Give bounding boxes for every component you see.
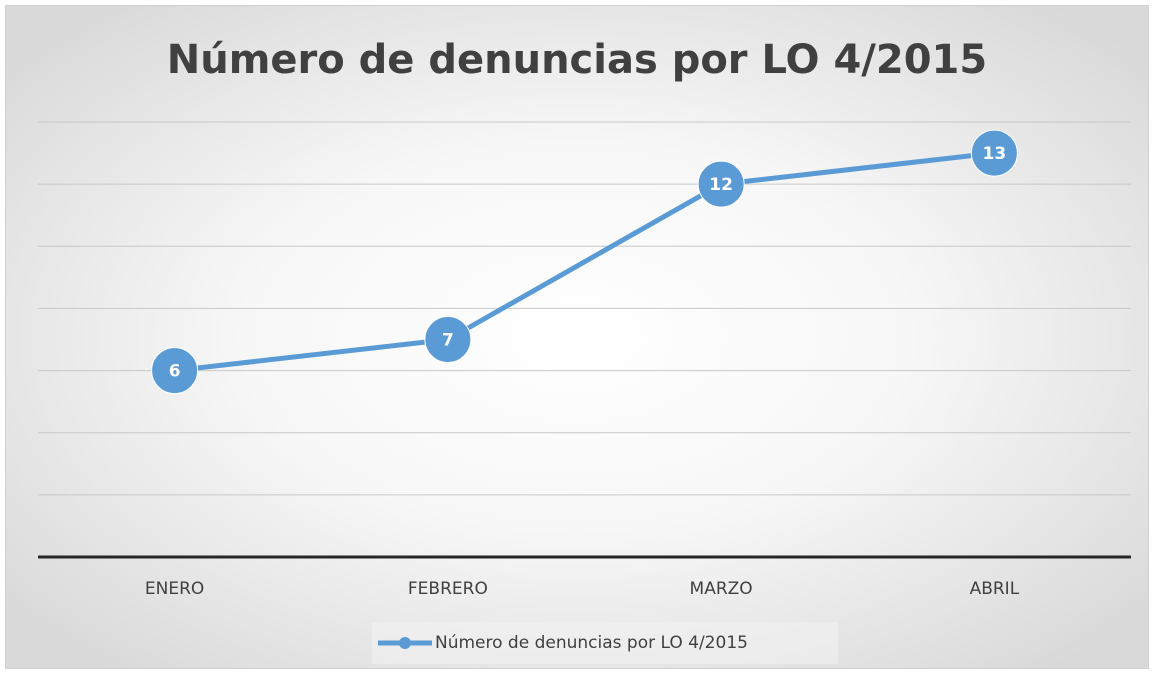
legend-marker — [399, 637, 411, 649]
data-point — [970, 129, 1018, 177]
data-label: 7 — [442, 331, 454, 351]
chart-area — [5, 5, 1149, 669]
data-point — [151, 347, 199, 395]
data-label: 13 — [983, 144, 1007, 164]
data-point — [697, 160, 745, 208]
x-tick-label: ABRIL — [970, 579, 1020, 599]
legend-box — [372, 622, 838, 664]
chart-title: Número de denuncias por LO 4/2015 — [167, 37, 987, 83]
x-tick-label: MARZO — [690, 579, 753, 599]
legend-label: Número de denuncias por LO 4/2015 — [435, 633, 748, 653]
data-label: 12 — [709, 175, 733, 195]
x-tick-label: FEBRERO — [408, 579, 488, 599]
data-point — [424, 316, 472, 363]
x-tick-label: ENERO — [145, 579, 204, 599]
series-line — [174, 150, 995, 374]
data-label: 6 — [169, 362, 181, 382]
